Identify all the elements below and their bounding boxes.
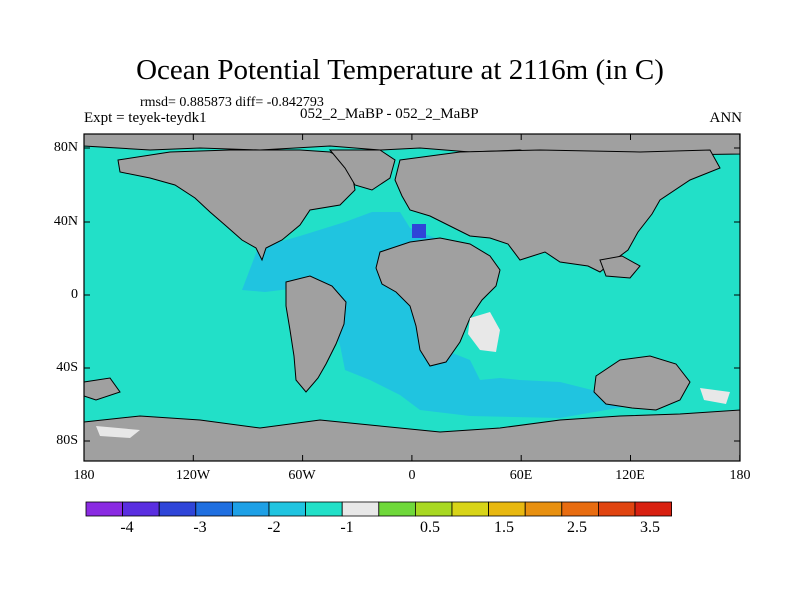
- lat-label: 80N: [53, 140, 78, 155]
- colorbar-swatch: [634, 501, 672, 517]
- mediterranean-anomaly: [412, 224, 426, 238]
- near-zero-patch: [96, 426, 140, 438]
- colorbar-swatch: [598, 501, 636, 517]
- axis-ticks: [83, 134, 741, 461]
- plot-title: Ocean Potential Temperature at 2116m (in…: [136, 54, 664, 86]
- colorbar-swatch: [85, 501, 123, 517]
- experiment-label: Expt = teyek-teydk1: [84, 110, 207, 126]
- maritime-continent: [599, 255, 641, 279]
- near-zero-patch: [468, 312, 500, 352]
- season-label: ANN: [709, 110, 743, 126]
- colorbar-swatch: [378, 501, 416, 517]
- greenland: [328, 149, 396, 191]
- colorbar-swatch: [231, 501, 270, 517]
- colorbar-swatch: [305, 501, 343, 517]
- south-america: [285, 275, 347, 393]
- colorbar-swatch: [524, 501, 563, 517]
- colorbar-swatch: [195, 501, 233, 517]
- eurasia: [394, 149, 721, 273]
- lat-label: 80S: [56, 433, 78, 448]
- colorbar: [85, 501, 672, 517]
- lon-label: 60W: [288, 468, 316, 483]
- lat-label: 40N: [53, 214, 78, 229]
- north-america: [117, 149, 356, 262]
- lon-label: 180: [729, 468, 751, 483]
- colorbar-label: -3: [193, 519, 207, 536]
- colorbar-label: 3.5: [640, 519, 660, 536]
- map-panel: [83, 133, 741, 462]
- colorbar-swatch: [341, 501, 380, 517]
- africa: [375, 237, 501, 367]
- lon-label: 120W: [175, 468, 211, 483]
- colorbar-swatch: [122, 501, 160, 517]
- near-zero-patch: [700, 388, 730, 404]
- colorbar-label: -2: [267, 519, 281, 536]
- colorbar-swatch: [414, 501, 453, 517]
- lon-label: 0: [408, 468, 416, 483]
- lat-label: 0: [71, 287, 78, 302]
- colorbar-swatch: [488, 501, 526, 517]
- lat-label: 40S: [56, 360, 78, 375]
- colorbar-label: 1.5: [494, 519, 514, 536]
- lon-label: 60E: [509, 468, 533, 483]
- colorbar-label: 2.5: [567, 519, 587, 536]
- colorbar-label: 0.5: [420, 519, 440, 536]
- case-label: 052_2_MaBP - 052_2_MaBP: [300, 106, 479, 122]
- lon-label: 180: [73, 468, 95, 483]
- land-masses: [83, 133, 741, 462]
- colorbar-label: -1: [340, 519, 354, 536]
- lon-label: 120E: [615, 468, 645, 483]
- colorbar-swatch: [451, 501, 489, 517]
- colorbar-swatch: [561, 501, 599, 517]
- colorbar-swatch: [268, 501, 306, 517]
- colorbar-label: -4: [120, 519, 134, 536]
- australia: [593, 355, 691, 411]
- colorbar-swatch: [158, 501, 197, 517]
- stats-text: rmsd= 0.885873 diff= -0.842793: [140, 95, 324, 110]
